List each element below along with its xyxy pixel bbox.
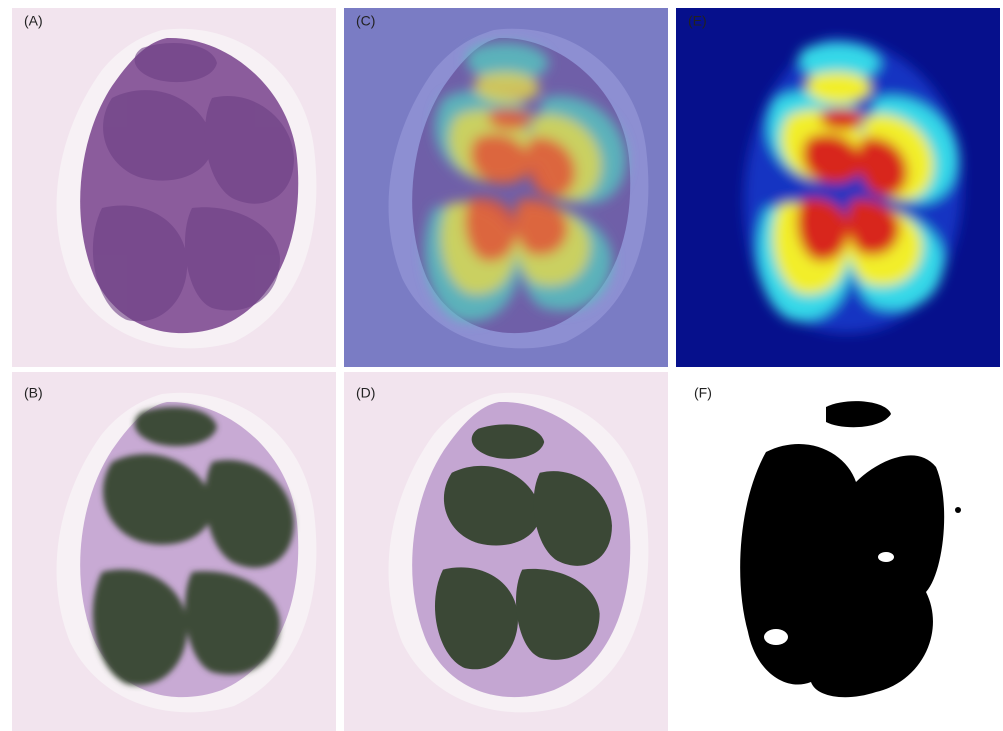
panel-c: (C) bbox=[344, 8, 668, 367]
panel-label: (D) bbox=[356, 385, 375, 401]
panel-b: (B) bbox=[12, 372, 336, 731]
panel-label: (B) bbox=[24, 385, 43, 401]
panel-a: (A) bbox=[12, 8, 336, 367]
panel-e: (E) bbox=[676, 8, 1000, 367]
panel-label: (E) bbox=[688, 13, 707, 29]
panel-label: (A) bbox=[24, 13, 43, 29]
panel-label: (C) bbox=[356, 13, 375, 29]
panel-d: (D) bbox=[344, 372, 668, 731]
figure: (A) (C) (E) (B) bbox=[0, 0, 1003, 731]
panel-label: (F) bbox=[694, 385, 712, 401]
panel-f: (F) bbox=[676, 372, 1000, 731]
